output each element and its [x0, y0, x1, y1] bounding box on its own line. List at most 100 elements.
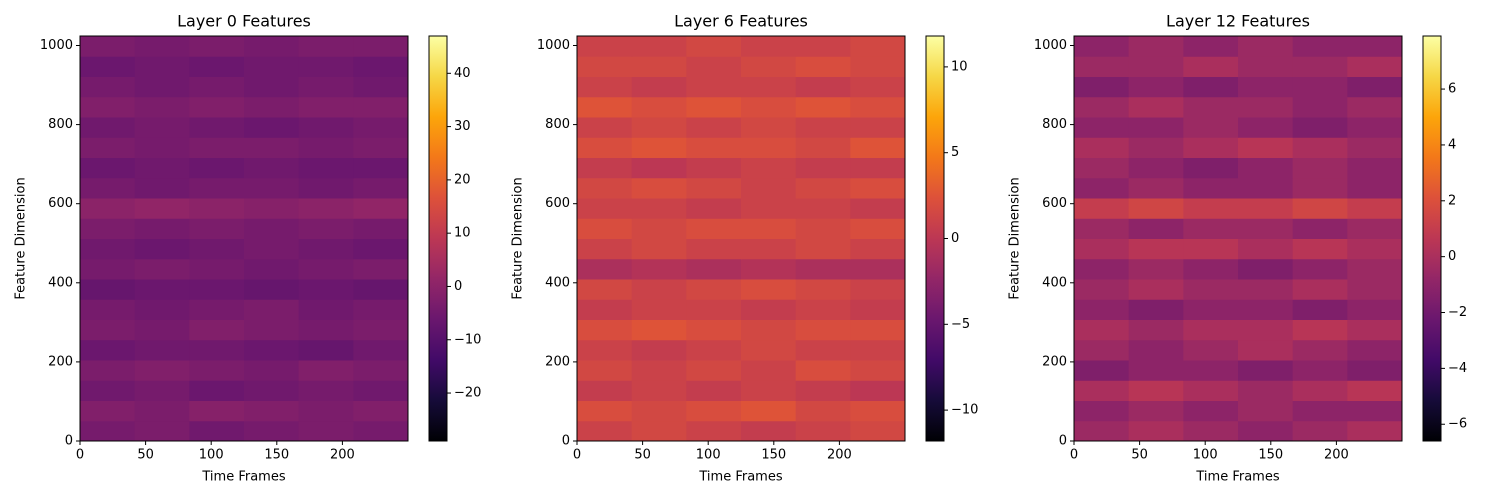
chart-title: Layer 12 Features: [1166, 12, 1310, 31]
heatmap-cell: [1074, 96, 1130, 118]
y-tick-label: 0: [1059, 434, 1067, 449]
heatmap-cell: [244, 218, 300, 239]
heatmap-cell: [741, 117, 797, 138]
heatmap-cell: [1074, 117, 1130, 138]
heatmap-cell: [1128, 360, 1184, 381]
heatmap-cell: [1074, 218, 1130, 239]
x-tick-label: 50: [137, 448, 154, 463]
heatmap-cell: [134, 258, 190, 280]
heatmap-cell: [80, 400, 136, 422]
y-tick-label: 1000: [40, 38, 73, 53]
heatmap-cell: [1183, 299, 1239, 320]
heatmap-cell: [134, 56, 190, 77]
heatmap-cell: [298, 238, 354, 260]
heatmap-cell: [353, 198, 409, 219]
heatmap-cell: [1183, 360, 1239, 381]
heatmap-cell: [80, 96, 136, 118]
heatmap-cell: [1347, 238, 1403, 260]
heatmap-cell: [850, 238, 906, 260]
heatmap-cell: [1347, 299, 1403, 320]
heatmap-cell: [1074, 319, 1130, 341]
heatmap-cell: [1238, 319, 1294, 341]
heatmap-cell: [577, 258, 633, 280]
x-tick-label: 50: [634, 448, 651, 463]
heatmap-cell: [1292, 137, 1348, 158]
heatmap-cell: [1292, 76, 1348, 98]
x-tick-label: 200: [827, 448, 852, 463]
heatmap-cell: [1074, 76, 1130, 98]
heatmap-cell: [741, 137, 797, 158]
heatmap-cell: [298, 258, 354, 280]
colorbar-tick-label: 40: [454, 66, 471, 81]
heatmap-cell: [1128, 319, 1184, 341]
heatmap-cell: [741, 279, 797, 300]
heatmap-cell: [631, 137, 687, 158]
heatmap-cell: [1183, 96, 1239, 118]
heatmap-cell: [1128, 117, 1184, 138]
chart-title: Layer 0 Features: [177, 12, 311, 31]
heatmap-cell: [1347, 177, 1403, 199]
heatmap-cell: [298, 36, 354, 57]
heatmap-cell: [189, 96, 245, 118]
heatmap-cell: [686, 279, 742, 300]
heatmap-cell: [353, 157, 409, 179]
heatmap-cell: [577, 76, 633, 98]
heatmap-cell: [850, 380, 906, 401]
heatmap-cell: [850, 76, 906, 98]
heatmap-cell: [244, 56, 300, 77]
heatmap-cell: [353, 319, 409, 341]
heatmap-cell: [1128, 299, 1184, 320]
heatmap-cell: [1292, 258, 1348, 280]
colorbar-tick-label: 0: [951, 231, 959, 246]
y-tick-label: 600: [545, 196, 570, 211]
heatmap-cell: [795, 117, 851, 138]
heatmap-cell: [298, 279, 354, 300]
y-tick-label: 600: [1042, 196, 1067, 211]
heatmap-cell: [1347, 137, 1403, 158]
heatmap-cell: [795, 56, 851, 77]
heatmap-cell: [353, 117, 409, 138]
heatmap-cell: [1292, 400, 1348, 422]
heatmap-cell: [353, 299, 409, 320]
heatmap-cell: [795, 380, 851, 401]
heatmap-cell: [244, 198, 300, 219]
heatmap-cell: [1183, 400, 1239, 422]
heatmap-cell: [1347, 198, 1403, 219]
heatmap-cell: [1128, 279, 1184, 300]
heatmap-cell: [577, 96, 633, 118]
y-axis-label: Feature Dimension: [1008, 177, 1023, 299]
heatmap-cell: [134, 218, 190, 239]
heatmap-cell: [244, 319, 300, 341]
heatmap-cell: [1128, 177, 1184, 199]
heatmap-cell: [1128, 339, 1184, 361]
heatmap-cell: [80, 238, 136, 260]
heatmap-cell: [1347, 117, 1403, 138]
heatmap-cell: [1292, 380, 1348, 401]
heatmap-cell: [80, 76, 136, 98]
x-tick-label: 200: [330, 448, 355, 463]
heatmap-cell: [850, 299, 906, 320]
heatmap-cell: [631, 279, 687, 300]
heatmap-cell: [1238, 258, 1294, 280]
heatmap-cell: [1347, 258, 1403, 280]
heatmap-cell: [1238, 137, 1294, 158]
heatmap-cell: [1238, 238, 1294, 260]
heatmap-cell: [1183, 238, 1239, 260]
heatmap-cell: [1292, 420, 1348, 442]
heatmap-cell: [353, 400, 409, 422]
heatmap-cell: [577, 339, 633, 361]
heatmap-cell: [298, 218, 354, 239]
heatmap-cell: [631, 400, 687, 422]
y-tick-label: 400: [545, 275, 570, 290]
heatmap-cell: [577, 299, 633, 320]
heatmap-cell: [741, 299, 797, 320]
heatmap-cell: [244, 117, 300, 138]
heatmap-cell: [1128, 157, 1184, 179]
heatmap-cell: [1074, 137, 1130, 158]
heatmap-cell: [1238, 360, 1294, 381]
heatmap-cell: [850, 339, 906, 361]
heatmap-cell: [1183, 36, 1239, 57]
colorbar-tick-label: −20: [454, 386, 481, 401]
heatmap-cell: [1347, 56, 1403, 77]
heatmap-cell: [1238, 420, 1294, 442]
